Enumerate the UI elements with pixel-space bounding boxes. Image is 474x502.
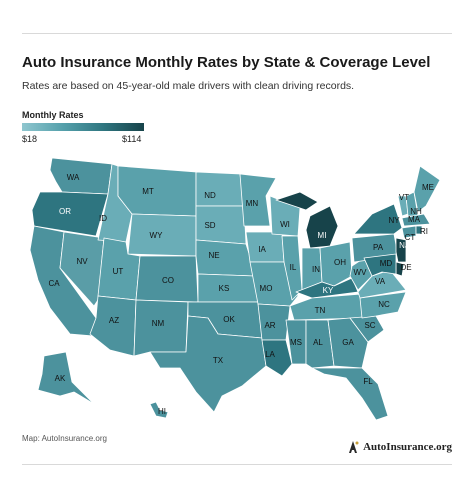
brand-logo[interactable]: AutoInsurance.org	[347, 440, 452, 454]
state-label-ma: MA	[408, 215, 421, 224]
state-label-me: ME	[422, 183, 434, 192]
state-label-ct: CT	[405, 233, 416, 242]
state-label-ny: NY	[388, 216, 400, 225]
state-tx[interactable]	[149, 315, 267, 413]
state-al[interactable]	[305, 319, 335, 369]
state-label-tx: TX	[213, 356, 224, 365]
top-divider	[22, 33, 452, 34]
state-label-sd: SD	[204, 221, 215, 230]
state-label-nv: NV	[76, 257, 88, 266]
state-label-nh: NH	[410, 207, 422, 216]
state-label-co: CO	[162, 276, 174, 285]
state-label-az: AZ	[109, 316, 119, 325]
state-label-sc: SC	[364, 321, 375, 330]
state-label-id: ID	[99, 214, 107, 223]
state-ct[interactable]	[401, 225, 417, 239]
legend-min-label: $18	[22, 134, 38, 144]
state-label-mo: MO	[260, 284, 273, 293]
state-label-mn: MN	[246, 199, 259, 208]
legend-max-label: $114	[122, 134, 142, 144]
state-oh[interactable]	[319, 241, 353, 287]
state-label-ar: AR	[264, 321, 275, 330]
state-label-ok: OK	[223, 315, 235, 324]
state-label-nj: NJ	[399, 241, 409, 250]
legend-title: Monthly Rates	[22, 110, 84, 120]
state-label-nm: NM	[152, 319, 165, 328]
state-ak[interactable]	[37, 351, 95, 405]
state-label-wv: WV	[354, 268, 368, 277]
state-label-de: DE	[400, 263, 411, 272]
state-label-or: OR	[59, 207, 71, 216]
state-label-al: AL	[313, 338, 323, 347]
state-nm[interactable]	[133, 299, 189, 357]
state-label-ms: MS	[290, 338, 302, 347]
brand-mark-icon	[347, 440, 359, 454]
map-source: Map: AutoInsurance.org	[22, 434, 107, 443]
state-ga[interactable]	[327, 317, 369, 369]
state-label-nd: ND	[204, 191, 216, 200]
state-label-ri: RI	[420, 227, 428, 236]
state-hi[interactable]	[149, 401, 169, 419]
state-label-va: VA	[375, 277, 386, 286]
bottom-divider	[22, 464, 452, 465]
state-nd[interactable]	[195, 171, 245, 207]
state-label-il: IL	[290, 263, 297, 272]
state-label-md: MD	[380, 259, 393, 268]
state-mn[interactable]	[239, 173, 277, 227]
state-label-wi: WI	[280, 220, 290, 229]
state-label-wa: WA	[67, 173, 80, 182]
state-fl[interactable]	[311, 367, 389, 421]
state-nj[interactable]	[395, 237, 407, 263]
state-il[interactable]	[281, 235, 303, 301]
state-label-ut: UT	[113, 267, 124, 276]
state-label-ks: KS	[219, 284, 230, 293]
state-label-ca: CA	[48, 279, 60, 288]
state-label-ia: IA	[258, 245, 266, 254]
state-ne[interactable]	[195, 239, 257, 277]
legend-color-scale	[22, 123, 144, 131]
state-label-vt: VT	[399, 193, 409, 202]
state-md[interactable]	[363, 253, 397, 277]
state-mt[interactable]	[117, 165, 197, 217]
state-ri[interactable]	[415, 225, 423, 235]
page-subtitle: Rates are based on 45-year-old male driv…	[22, 80, 355, 92]
state-label-pa: PA	[373, 243, 384, 252]
state-label-ky: KY	[323, 286, 334, 295]
state-me[interactable]	[413, 165, 441, 213]
state-label-ne: NE	[208, 251, 219, 260]
state-ny[interactable]	[353, 203, 403, 235]
state-label-tn: TN	[315, 306, 326, 315]
state-label-fl: FL	[363, 377, 373, 386]
state-label-nc: NC	[378, 300, 390, 309]
state-label-mt: MT	[142, 187, 154, 196]
state-wa[interactable]	[49, 157, 113, 195]
brand-name: AutoInsurance.org	[363, 441, 452, 453]
state-tn[interactable]	[289, 293, 363, 321]
state-nv[interactable]	[59, 231, 105, 307]
state-label-ga: GA	[342, 338, 354, 347]
state-label-oh: OH	[334, 258, 346, 267]
state-label-mi: MI	[318, 231, 327, 240]
state-label-hi: HI	[158, 407, 166, 416]
state-label-in: IN	[312, 265, 320, 274]
state-ma[interactable]	[401, 213, 431, 227]
state-label-wy: WY	[150, 231, 164, 240]
page-title: Auto Insurance Monthly Rates by State & …	[22, 54, 431, 71]
state-label-ak: AK	[55, 374, 66, 383]
state-label-la: LA	[265, 350, 275, 359]
state-nc[interactable]	[359, 291, 407, 319]
state-az[interactable]	[89, 295, 137, 357]
state-or[interactable]	[31, 191, 109, 237]
state-la[interactable]	[261, 339, 293, 377]
